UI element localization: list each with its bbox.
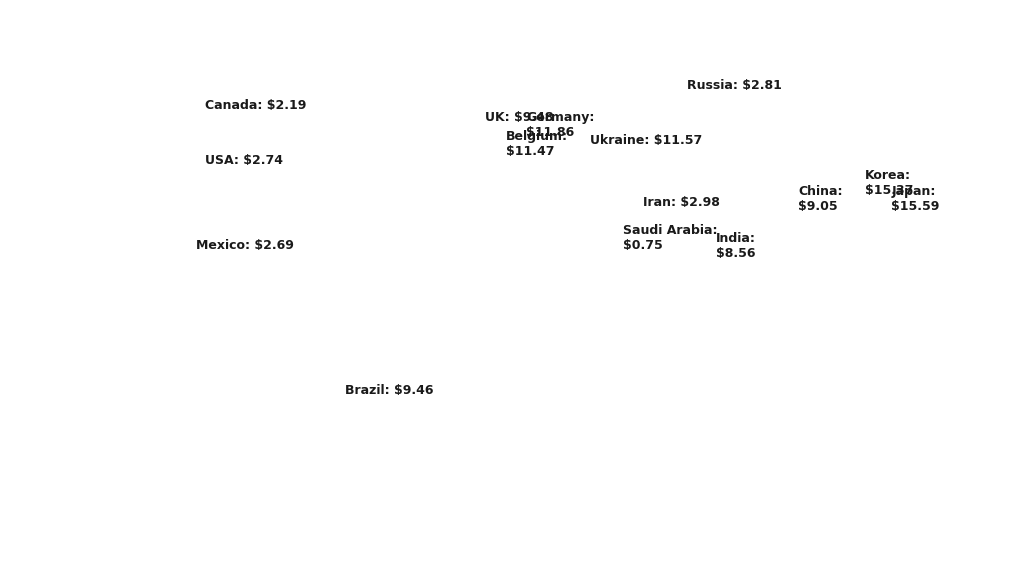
Text: Germany:
$11.86: Germany: $11.86 [526,111,594,139]
Text: Saudi Arabia:
$0.75: Saudi Arabia: $0.75 [623,224,717,252]
Text: Russia: $2.81: Russia: $2.81 [686,79,782,92]
Text: Iran: $2.98: Iran: $2.98 [643,196,720,209]
Text: India:
$8.56: India: $8.56 [716,232,756,260]
Text: Japan:
$15.59: Japan: $15.59 [891,185,940,213]
Text: Korea:
$15.37: Korea: $15.37 [865,169,914,198]
Text: UK: $9.48: UK: $9.48 [485,110,553,123]
Text: Brazil: $9.46: Brazil: $9.46 [345,384,434,397]
Text: China:
$9.05: China: $9.05 [798,185,842,213]
Text: Mexico: $2.69: Mexico: $2.69 [195,239,294,252]
Text: Belgium:
$11.47: Belgium: $11.47 [505,130,568,158]
Text: Ukraine: $11.57: Ukraine: $11.57 [590,134,703,147]
Text: Canada: $2.19: Canada: $2.19 [205,99,306,112]
Text: USA: $2.74: USA: $2.74 [205,153,282,166]
